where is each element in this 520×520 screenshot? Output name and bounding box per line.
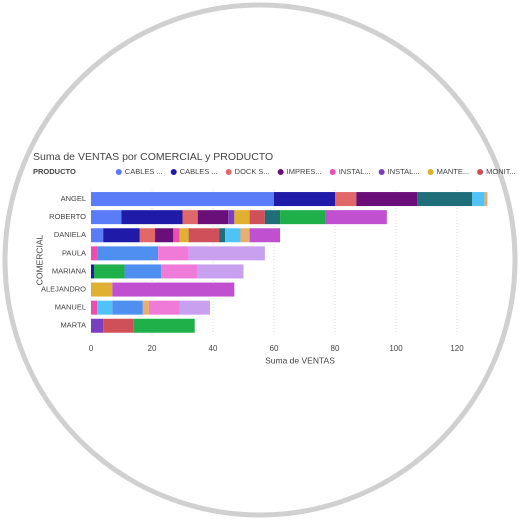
legend-swatch (477, 169, 484, 175)
bar-segment (472, 192, 485, 207)
bar-segment (179, 228, 189, 243)
bar-segment (91, 246, 98, 261)
legend-title: PRODUCTO (33, 167, 76, 176)
bar-segment (103, 228, 140, 243)
bar-segment (91, 264, 95, 279)
bar-segment (148, 300, 180, 315)
legend-swatch (427, 169, 434, 175)
x-tick-label: 80 (331, 344, 340, 353)
bar-segment (91, 192, 274, 207)
x-axis-label: Suma de VENTAS (265, 355, 335, 365)
bar-segment (173, 228, 180, 243)
bar-segment (274, 192, 335, 207)
legend-label: IMPRES... (287, 167, 322, 176)
bar-segment (182, 210, 198, 225)
bar-segment (335, 192, 357, 207)
bar-segment (142, 300, 149, 315)
bar-segment (188, 246, 265, 261)
legend-label: MONIT... (486, 167, 516, 176)
bar-segment (94, 264, 125, 279)
bar-segment (161, 264, 198, 279)
legend-swatch (170, 169, 177, 175)
bar-segment (91, 228, 104, 243)
bar-segment (188, 228, 220, 243)
bar-segment (121, 210, 183, 225)
bar-segment (91, 318, 104, 333)
bar-segment (280, 210, 326, 225)
bar-segment (124, 264, 162, 279)
legend-label: CABLES ... (180, 167, 218, 176)
bar-segment (91, 282, 113, 297)
legend-swatch (115, 169, 122, 175)
bar-segment (249, 228, 281, 243)
legend-label: CABLES ... (125, 167, 163, 176)
bar-segment (133, 318, 195, 333)
bar-segment (112, 282, 235, 297)
bar-segment (240, 228, 250, 243)
y-tick-label: ANGEL (61, 194, 86, 203)
legend-label: INSTAL... (339, 167, 371, 176)
bar-segment (264, 210, 281, 225)
bar-segment (103, 318, 134, 333)
chart-title: Suma de VENTAS por COMERCIAL y PRODUCTO (33, 151, 273, 163)
y-tick-label: MARIANA (52, 266, 86, 275)
y-tick-label: MARTA (60, 321, 86, 330)
legend-label: DOCK S... (235, 167, 270, 176)
bar-segment (139, 228, 156, 243)
y-tick-label: DANIELA (54, 230, 86, 239)
bar-segment (112, 300, 143, 315)
bar-segment (484, 192, 488, 207)
bar-segment (249, 210, 265, 225)
y-tick-label: PAULA (62, 248, 86, 257)
legend-swatch (378, 169, 385, 175)
bar-segment (219, 228, 226, 243)
bar-segment (155, 228, 174, 243)
x-tick-label: 120 (450, 344, 464, 353)
bar-segment (97, 246, 159, 261)
y-tick-label: ALEJANDRO (41, 285, 86, 294)
bar-segment (179, 300, 210, 315)
bar-segment (234, 210, 250, 225)
bar-segment (91, 210, 122, 225)
bar-segment (228, 210, 235, 225)
y-tick-label: MANUEL (55, 303, 86, 312)
y-axis-label: COMERCIAL (34, 234, 44, 285)
bar-segment (417, 192, 473, 207)
bar-segment (91, 300, 98, 315)
bar-segment (197, 264, 244, 279)
bar-segment (197, 210, 229, 225)
bar-segment (356, 192, 418, 207)
bar-segment (158, 246, 189, 261)
legend-swatch (277, 169, 284, 175)
x-tick-label: 40 (209, 344, 218, 353)
bar-segment (225, 228, 241, 243)
bar-segment (325, 210, 387, 225)
legend-swatch (225, 169, 232, 175)
y-tick-label: ROBERTO (49, 212, 86, 221)
legend-swatch (329, 169, 336, 175)
bar-segment (97, 300, 113, 315)
x-tick-label: 20 (148, 344, 157, 353)
x-tick-label: 60 (270, 344, 279, 353)
legend-label: INSTAL... (388, 167, 420, 176)
x-tick-label: 100 (389, 344, 403, 353)
legend-label: MANTE... (437, 167, 470, 176)
x-tick-label: 0 (89, 344, 94, 353)
